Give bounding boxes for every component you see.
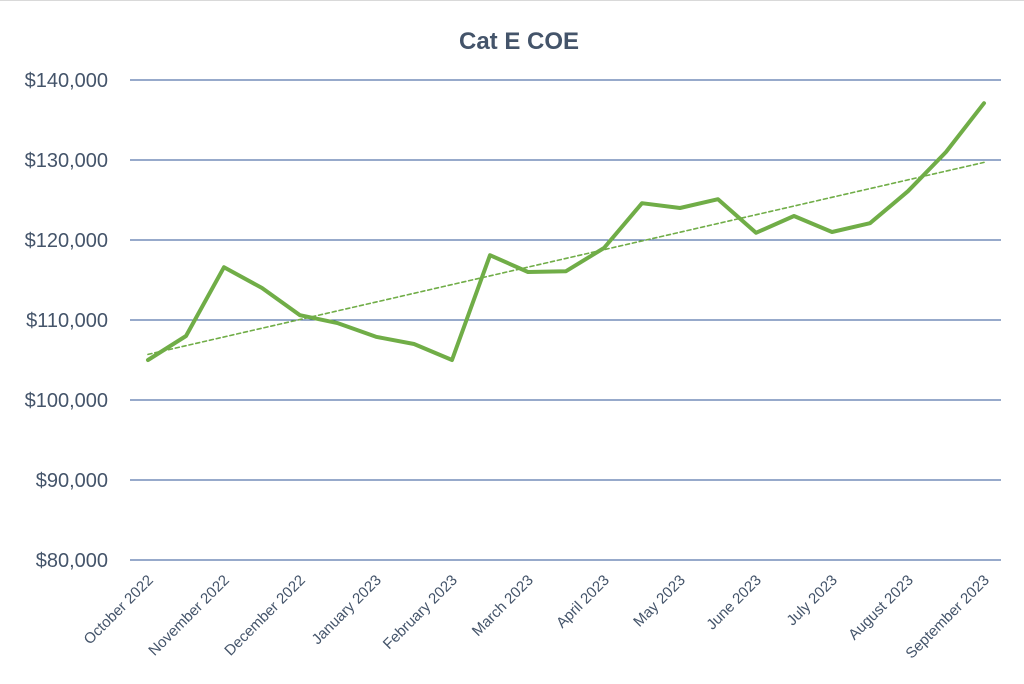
x-tick-label: March 2023 <box>469 572 537 640</box>
x-tick-label: July 2023 <box>783 572 840 629</box>
x-tick-label: January 2023 <box>309 572 385 648</box>
x-tick-label: September 2023 <box>902 572 992 662</box>
x-tick-label: April 2023 <box>553 572 613 632</box>
x-tick-label: May 2023 <box>630 572 689 631</box>
x-tick-label: June 2023 <box>703 572 765 634</box>
y-tick-label: $130,000 <box>25 150 108 172</box>
chart-title: Cat E COE <box>459 28 579 55</box>
y-tick-label: $120,000 <box>25 230 108 252</box>
y-tick-label: $100,000 <box>25 390 108 412</box>
y-axis-ticks: $80,000 $90,000 $100,000 $110,000 $120,000 $1… <box>25 70 108 572</box>
series-layer <box>146 101 986 362</box>
trendline <box>147 161 985 356</box>
x-tick-label: February 2023 <box>380 572 461 653</box>
x-tick-label: November 2022 <box>145 572 232 659</box>
x-tick-label: December 2022 <box>221 572 308 659</box>
y-tick-label: $90,000 <box>36 470 108 492</box>
x-tick-label: August 2023 <box>845 572 917 644</box>
x-tick-label: October 2022 <box>81 572 157 648</box>
gridlines <box>130 79 1001 561</box>
y-tick-label: $140,000 <box>25 70 108 92</box>
y-tick-label: $110,000 <box>26 310 108 332</box>
series-line <box>146 101 986 362</box>
y-tick-label: $80,000 <box>36 550 108 572</box>
